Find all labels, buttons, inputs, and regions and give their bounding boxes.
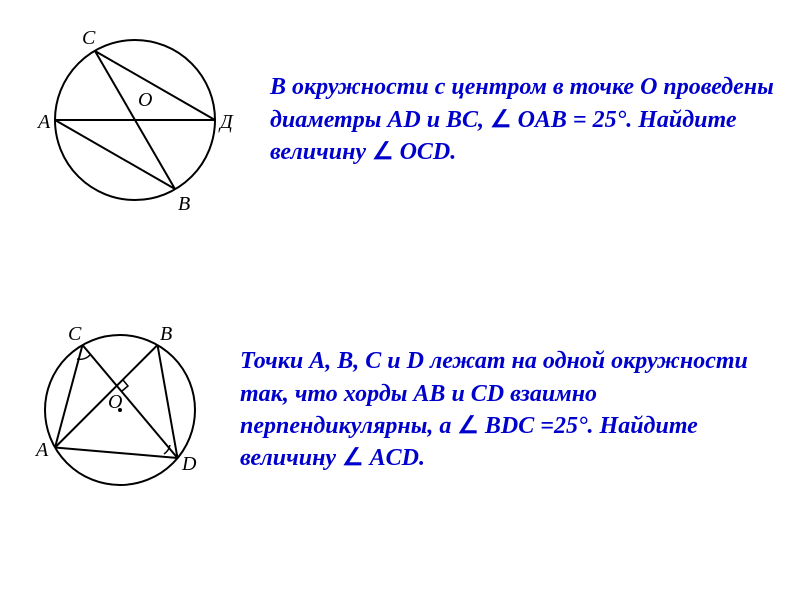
problem-2-diagram: A B C D O bbox=[20, 310, 220, 510]
label-A: А bbox=[36, 111, 51, 133]
circle-diagram-2: A B C D O bbox=[20, 310, 220, 510]
p1-text-3: OCD. bbox=[394, 139, 457, 165]
label-D2: D bbox=[181, 453, 197, 475]
angle-symbol: ∠ bbox=[457, 413, 479, 439]
problem-2-text: Точки A, B, C и D лежат на одной окружно… bbox=[240, 345, 780, 475]
angle-symbol: ∠ bbox=[490, 107, 512, 133]
label-A2: A bbox=[34, 439, 49, 461]
circle-diagram-1: А Д С В О bbox=[20, 20, 250, 220]
right-angle-marker bbox=[122, 380, 128, 391]
label-B2: B bbox=[160, 323, 172, 345]
problem-2: A B C D O Точки A, B, C и D лежат на одн… bbox=[20, 310, 780, 510]
label-O2: O bbox=[108, 391, 122, 413]
label-O: О bbox=[138, 89, 152, 111]
label-C: С bbox=[82, 27, 96, 49]
angle-symbol: ∠ bbox=[342, 445, 364, 471]
p2-text-3: ACD. bbox=[364, 445, 425, 471]
label-B: В bbox=[178, 193, 190, 215]
label-D: Д bbox=[218, 111, 234, 133]
angle-symbol: ∠ bbox=[372, 139, 394, 165]
problem-1: А Д С В О В окружности с центром в точке… bbox=[20, 20, 780, 220]
problem-1-text: В окружности с центром в точке О проведе… bbox=[270, 71, 780, 168]
problem-1-diagram: А Д С В О bbox=[20, 20, 250, 220]
label-C2: C bbox=[68, 323, 82, 345]
